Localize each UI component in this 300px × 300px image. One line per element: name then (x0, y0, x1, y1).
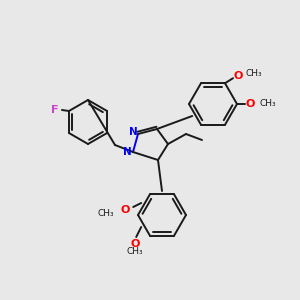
Text: F: F (51, 105, 59, 115)
Text: O: O (245, 99, 255, 109)
Text: N: N (123, 147, 131, 157)
Text: CH₃: CH₃ (259, 100, 276, 109)
Text: O: O (233, 71, 243, 81)
Text: CH₃: CH₃ (98, 209, 114, 218)
Text: CH₃: CH₃ (127, 248, 143, 256)
Text: O: O (121, 205, 130, 215)
Text: CH₃: CH₃ (246, 69, 262, 78)
Text: O: O (130, 239, 140, 249)
Text: N: N (129, 127, 137, 137)
